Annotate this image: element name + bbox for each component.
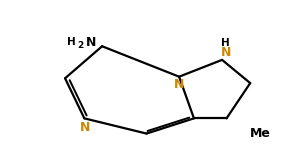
Text: N: N <box>80 121 90 134</box>
Text: N: N <box>220 46 231 59</box>
Text: N: N <box>86 36 96 49</box>
Text: H: H <box>67 37 75 47</box>
Text: 2: 2 <box>77 41 83 50</box>
Text: N: N <box>174 78 184 91</box>
Text: H: H <box>221 38 230 48</box>
Text: Me: Me <box>250 127 271 140</box>
